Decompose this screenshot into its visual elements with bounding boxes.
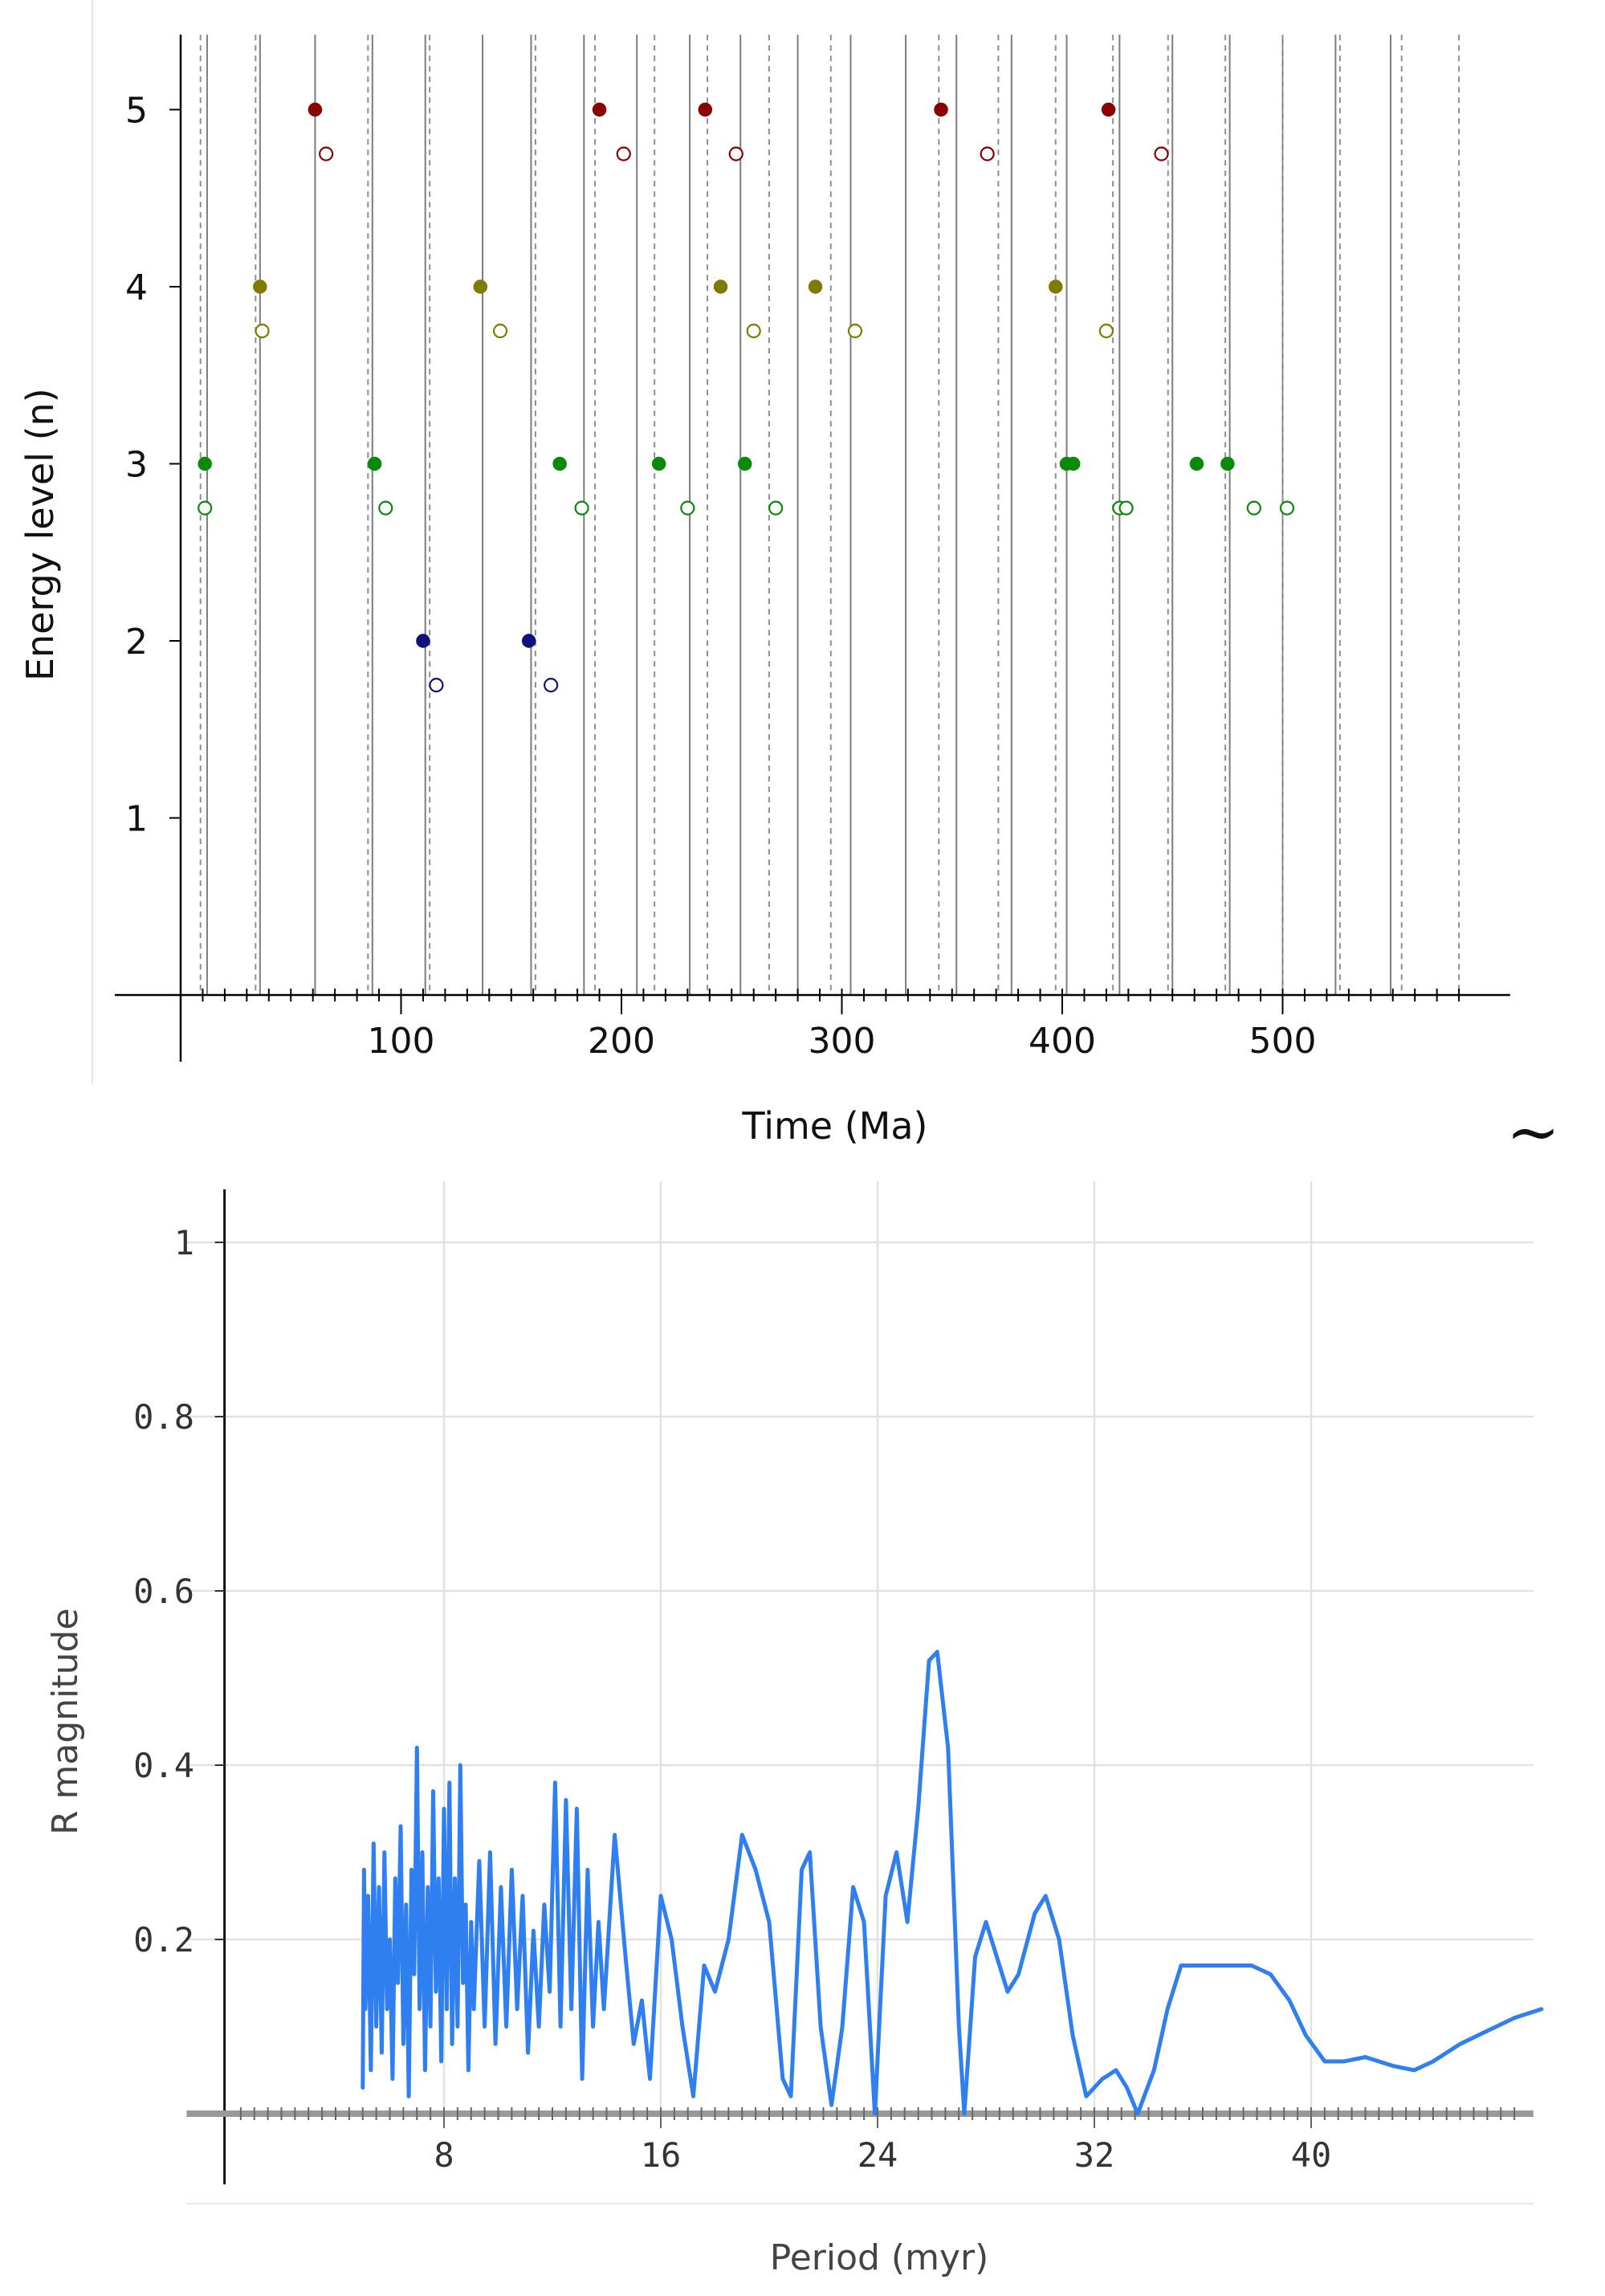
x-tick-label: 24 [857, 2135, 898, 2175]
r-magnitude-line [361, 1650, 1544, 2116]
x-tick-label: 400 [1029, 1021, 1096, 1062]
y-tick-label: 5 [125, 91, 148, 132]
open-marker-level-3 [1246, 500, 1261, 516]
filled-marker-level-5 [308, 102, 323, 117]
open-marker-level-3 [198, 500, 213, 516]
open-marker-level-4 [847, 324, 863, 339]
open-marker-level-5 [616, 146, 631, 161]
y-tick-label: 1 [174, 1223, 194, 1262]
filled-marker-level-4 [713, 279, 728, 294]
tilde-connector: ~ [1506, 1095, 1561, 1169]
x-axis-title: Time (Ma) [742, 1104, 928, 1148]
y-tick-label: 1 [125, 799, 148, 840]
y-axis-title: Energy level (n) [18, 388, 62, 681]
open-marker-level-4 [255, 324, 270, 339]
plot-background [0, 0, 1605, 1164]
open-marker-level-3 [1279, 500, 1295, 516]
filled-marker-level-3 [367, 456, 382, 471]
filled-marker-level-4 [473, 279, 488, 294]
filled-marker-level-3 [1189, 456, 1204, 471]
x-tick-label: 200 [588, 1021, 655, 1062]
filled-marker-level-3 [552, 456, 567, 471]
plot-background [0, 1164, 1605, 2296]
y-tick-label: 2 [125, 622, 148, 663]
y-axis-title: R magnitude [45, 1608, 86, 1835]
filled-marker-level-2 [521, 634, 536, 648]
x-tick-label: 8 [434, 2135, 454, 2175]
open-marker-level-3 [680, 500, 695, 516]
x-tick-label: 32 [1074, 2135, 1115, 2175]
open-marker-level-4 [1098, 324, 1114, 339]
energy-level-plot: 100 200 300 400 500 1 2 3 4 5 Time (Ma) Energy leve… [0, 0, 1605, 1164]
x-tick-label: 40 [1291, 2135, 1332, 2175]
open-marker-level-2 [429, 678, 444, 693]
x-axis-title: Period (myr) [770, 2237, 989, 2278]
y-tick-label: 4 [125, 267, 148, 308]
filled-marker-level-4 [253, 279, 267, 294]
filled-marker-level-4 [1049, 279, 1063, 294]
open-marker-level-3 [574, 500, 589, 516]
filled-marker-level-5 [934, 102, 948, 117]
x-tick-label: 100 [368, 1021, 435, 1062]
x-tick-label: 300 [809, 1021, 876, 1062]
filled-marker-level-3 [1065, 456, 1081, 471]
energy-level-chart: 100 200 300 400 500 1 2 3 4 5 Time (Ma) Energy leve… [0, 0, 1605, 1164]
filled-marker-level-5 [1101, 102, 1116, 117]
open-marker-level-3 [1118, 500, 1134, 516]
r-magnitude-plot: 8 16 24 32 40 0.2 0.4 0.6 0.8 1 Period (myr) R magn… [0, 1164, 1605, 2296]
filled-marker-level-5 [592, 102, 607, 117]
filled-marker-level-3 [1220, 456, 1235, 471]
filled-marker-level-3 [198, 456, 212, 471]
y-tick-label: 3 [125, 445, 148, 486]
filled-marker-level-5 [698, 102, 713, 117]
filled-marker-level-3 [737, 456, 752, 471]
open-marker-level-3 [768, 500, 784, 516]
open-marker-level-4 [492, 324, 508, 339]
x-tick-label: 500 [1249, 1021, 1317, 1062]
r-magnitude-chart: 8 16 24 32 40 0.2 0.4 0.6 0.8 1 Period (myr) R magn… [0, 1164, 1605, 2296]
open-marker-level-5 [980, 146, 995, 161]
filled-marker-level-4 [808, 279, 823, 294]
y-tick-label: 0.4 [133, 1746, 194, 1785]
filled-marker-level-3 [651, 456, 666, 471]
open-marker-level-2 [544, 678, 559, 693]
filled-marker-level-2 [416, 634, 430, 648]
open-marker-level-3 [378, 500, 393, 516]
y-tick-label: 0.8 [133, 1397, 194, 1437]
open-marker-level-5 [1154, 146, 1169, 161]
open-marker-level-5 [319, 146, 334, 161]
open-marker-level-5 [728, 146, 743, 161]
open-marker-level-4 [746, 324, 761, 339]
y-tick-label: 0.6 [133, 1572, 194, 1611]
y-tick-label: 0.2 [133, 1920, 194, 1960]
x-tick-label: 16 [641, 2135, 682, 2175]
